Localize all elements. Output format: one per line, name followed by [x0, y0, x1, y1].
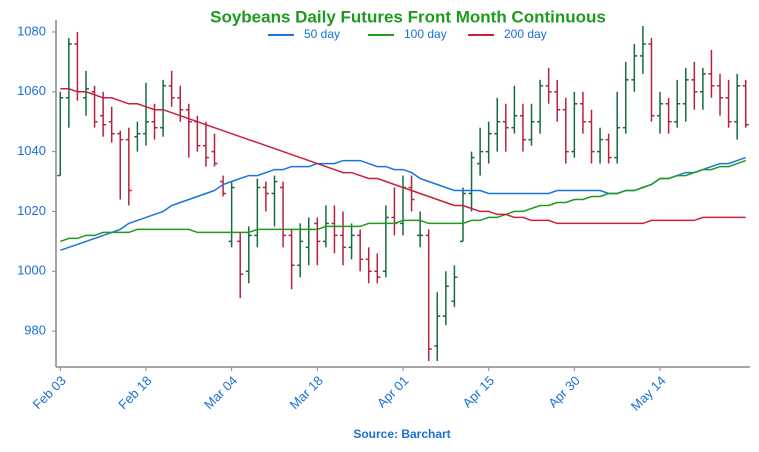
x-tick-label: May 14	[628, 373, 669, 414]
legend-label: 50 day	[304, 27, 340, 41]
x-tick-label: Mar 04	[201, 373, 240, 412]
x-tick-label: Mar 18	[287, 373, 326, 412]
x-tick-label: Apr 01	[374, 373, 412, 411]
y-tick-label: 1040	[17, 143, 46, 158]
x-tick-label: Feb 03	[30, 373, 69, 412]
legend-label: 100 day	[404, 27, 447, 41]
x-tick-label: Apr 30	[545, 373, 583, 411]
source: Source: Barchart	[353, 427, 450, 441]
ma-line	[60, 159, 746, 243]
x-tick-label: Apr 15	[460, 373, 498, 411]
y-tick-label: 1060	[17, 83, 46, 98]
y-tick-label: 980	[24, 323, 46, 338]
legend-label: 200 day	[504, 27, 547, 41]
y-tick-label: 1080	[17, 23, 46, 38]
x-tick-label: Feb 18	[115, 373, 154, 412]
chart-title: Soybeans Daily Futures Front Month Conti…	[210, 7, 606, 26]
ma-line	[60, 88, 746, 225]
y-tick-label: 1020	[17, 203, 46, 218]
y-tick-label: 1000	[17, 263, 46, 278]
